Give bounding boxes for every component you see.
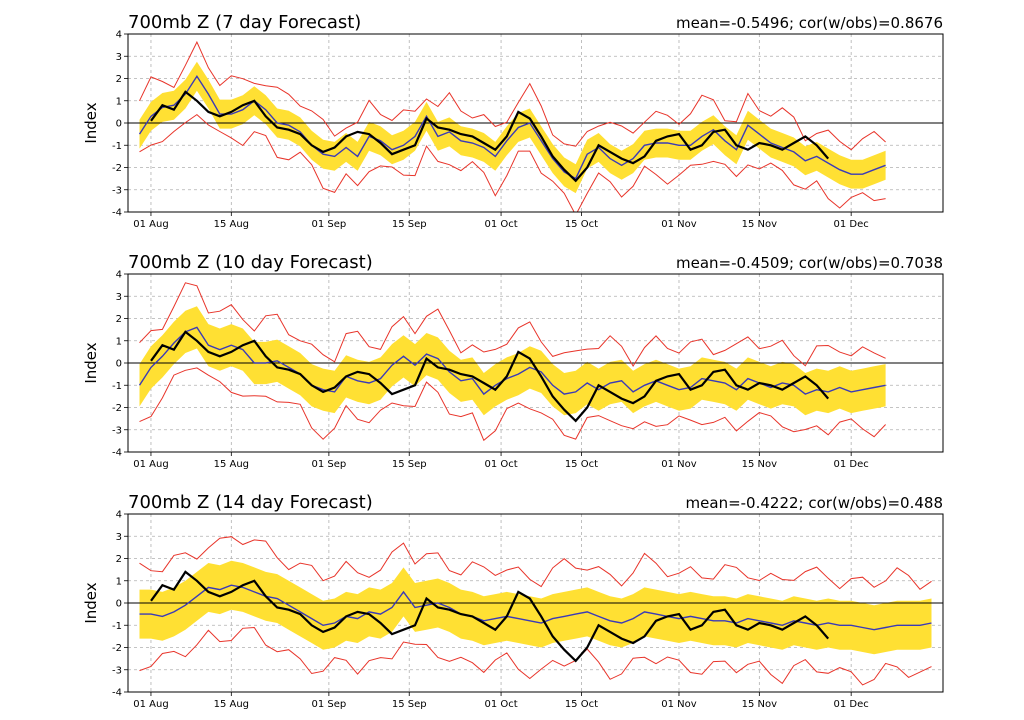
chart-panel-3: -4 -3 -2 -1 0 1 2 3 4 01 Aug 15 Aug 01 Sep 15 Sep 01 … (82, 492, 944, 710)
chart-stats: mean=-0.4222; cor(w/obs)=0.488 (686, 494, 943, 512)
plot-area (128, 536, 943, 686)
y-axis-label: Index (82, 102, 100, 143)
x-tick-label: 15 Aug (214, 219, 249, 230)
plot-area (128, 282, 943, 442)
y-tick-label: 4 (116, 510, 122, 521)
x-tick-label: 15 Sep (392, 459, 427, 470)
y-tick-label: -1 (112, 141, 122, 152)
y-axis-label: Index (82, 342, 100, 383)
plot-area (128, 40, 943, 212)
ensemble-mean-line (138, 75, 886, 180)
y-tick-label: 3 (116, 52, 122, 63)
chart-stats: mean=-0.4509; cor(w/obs)=0.7038 (676, 254, 943, 272)
y-tick-label: 0 (116, 119, 122, 130)
chart-title: 700mb Z (10 day Forecast) (128, 252, 373, 273)
x-tick-label: 15 Aug (214, 459, 249, 470)
y-tick-label: 2 (116, 554, 122, 565)
x-tick-label: 01 Aug (133, 459, 168, 470)
axes-frame (127, 273, 944, 453)
y-tick-label: -3 (112, 185, 122, 196)
x-tick-label: 01 Dec (834, 459, 869, 470)
x-tick-label: 15 Nov (742, 699, 778, 710)
y-tick-label: -3 (112, 425, 122, 436)
x-tick-label: 01 Nov (661, 219, 697, 230)
ensemble-spread-band (139, 306, 886, 416)
x-tick-label: 01 Oct (484, 459, 517, 470)
y-tick-label: 3 (116, 532, 122, 543)
ensemble-max-line (139, 536, 932, 590)
chart-title: 700mb Z (14 day Forecast) (128, 492, 373, 513)
ensemble-min-line (139, 113, 886, 212)
y-tick-label: -4 (112, 688, 122, 699)
y-tick-label: 0 (116, 599, 122, 610)
x-tick-label: 01 Nov (661, 459, 697, 470)
y-tick-label: 3 (116, 292, 122, 303)
chart-title: 700mb Z (7 day Forecast) (128, 12, 361, 33)
x-tick-label: 15 Nov (742, 459, 778, 470)
x-tick-label: 15 Aug (214, 699, 249, 710)
x-tick-label: 15 Oct (565, 459, 598, 470)
x-tick-label: 01 Sep (311, 219, 346, 230)
y-tick-label: 4 (116, 270, 122, 281)
axes-frame (127, 33, 944, 213)
x-tick-label: 01 Sep (311, 699, 346, 710)
y-tick-label: 1 (116, 576, 122, 587)
x-tick-label: 01 Oct (484, 699, 517, 710)
ensemble-max-line (139, 40, 886, 151)
y-tick-label: 0 (116, 359, 122, 370)
y-tick-label: 1 (116, 96, 122, 107)
y-tick-label: -3 (112, 665, 122, 676)
y-tick-label: -1 (112, 621, 122, 632)
ensemble-min-line (139, 367, 886, 442)
y-tick-label: -2 (112, 403, 122, 414)
x-tick-label: 15 Sep (392, 219, 427, 230)
x-tick-label: 01 Nov (661, 699, 697, 710)
x-tick-label: 15 Sep (392, 699, 427, 710)
x-tick-label: 15 Oct (565, 219, 598, 230)
x-tick-label: 01 Aug (133, 219, 168, 230)
y-tick-label: -2 (112, 643, 122, 654)
ensemble-max-line (139, 282, 886, 367)
observed-line (150, 90, 830, 183)
x-tick-label: 15 Nov (742, 219, 778, 230)
y-tick-label: -1 (112, 381, 122, 392)
x-tick-label: 15 Oct (565, 699, 598, 710)
y-tick-label: -2 (112, 163, 122, 174)
x-tick-label: 01 Dec (834, 219, 869, 230)
ensemble-mean-line (139, 584, 932, 631)
y-tick-label: -4 (112, 208, 122, 219)
ensemble-spread-band (139, 61, 886, 194)
y-axis-label: Index (82, 582, 100, 623)
x-tick-label: 01 Aug (133, 699, 168, 710)
x-tick-label: 01 Dec (834, 699, 869, 710)
y-tick-label: 2 (116, 74, 122, 85)
observed-line (150, 330, 830, 423)
x-tick-label: 01 Sep (311, 459, 346, 470)
chart-panel-2: -4 -3 -2 -1 0 1 2 3 4 01 Aug 15 Aug 01 Sep 15 Sep 01 … (82, 252, 944, 470)
ensemble-min-line (139, 626, 932, 686)
y-tick-label: 1 (116, 336, 122, 347)
observed-line (150, 570, 830, 663)
axes-frame (127, 513, 944, 693)
y-tick-label: 2 (116, 314, 122, 325)
chart-panel-1: -4 -3 -2 -1 0 1 2 3 4 01 Aug 15 Aug 01 Sep 15 Sep 01 … (82, 12, 944, 230)
chart-stats: mean=-0.5496; cor(w/obs)=0.8676 (676, 14, 943, 32)
y-tick-label: -4 (112, 448, 122, 459)
x-tick-label: 01 Oct (484, 219, 517, 230)
y-tick-label: 4 (116, 30, 122, 41)
